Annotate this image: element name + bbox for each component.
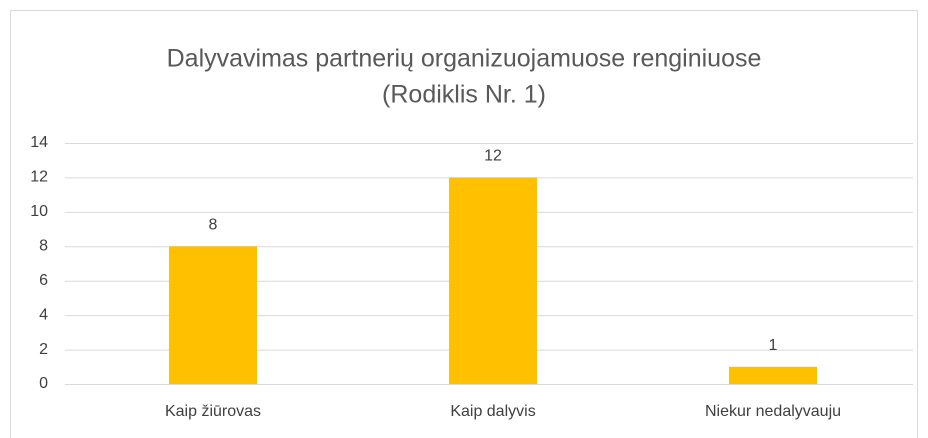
bar <box>729 366 817 384</box>
chart-title: (Rodiklis Nr. 1) <box>382 81 546 109</box>
y-tick-label: 14 <box>30 134 48 151</box>
y-tick-label: 0 <box>39 375 48 392</box>
y-tick-label: 10 <box>30 203 48 220</box>
data-label: 12 <box>484 148 502 165</box>
data-label: 8 <box>209 217 218 234</box>
y-tick-label: 6 <box>39 272 48 289</box>
chart-title: Dalyvavimas partnerių organizuojamuose r… <box>167 45 762 73</box>
chart-frame <box>10 10 918 438</box>
bar <box>449 177 537 384</box>
y-tick-label: 2 <box>39 341 48 358</box>
y-tick-label: 12 <box>30 169 48 186</box>
x-tick-label: Kaip dalyvis <box>450 403 535 420</box>
y-tick-label: 8 <box>39 238 48 255</box>
bar <box>169 246 257 384</box>
x-tick-label: Niekur nedalyvauju <box>705 403 841 420</box>
y-tick-label: 4 <box>39 306 48 323</box>
data-label: 1 <box>769 337 778 354</box>
x-tick-label: Kaip žiūrovas <box>165 403 261 420</box>
